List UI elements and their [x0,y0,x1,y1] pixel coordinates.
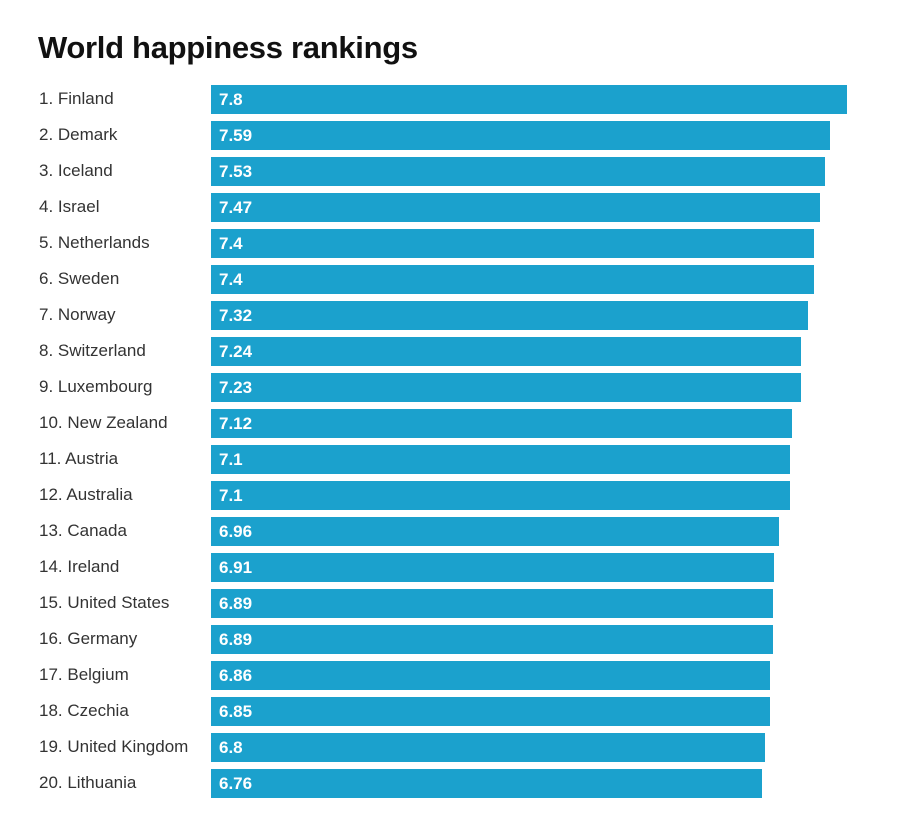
bar: 7.12 [211,409,792,438]
bar: 6.89 [211,625,773,654]
bar: 7.53 [211,157,825,186]
data-label: 6.89 [219,630,253,649]
data-label: 7.4 [219,234,243,253]
category-label: 13. Canada [39,521,127,540]
category-label: 12. Australia [39,485,133,504]
bar: 6.86 [211,661,771,690]
bar-row: 6. Sweden 7.4 [0,265,914,294]
category-label: 8. Switzerland [39,341,146,360]
category-label: 20. Lithuania [39,773,137,792]
category-label: 7. Norway [39,305,116,324]
bar-row: 19. United Kingdom 6.8 [0,733,914,762]
category-label: 15. United States [39,593,170,612]
bar-row: 12. Australia 7.1 [0,481,914,510]
bar-row: 10. New Zealand 7.12 [0,409,914,438]
bar: 7.1 [211,445,790,474]
bar-row: 8. Switzerland 7.24 [0,337,914,366]
category-label: 3. Iceland [39,161,113,180]
bar-row: 1. Finland 7.8 [0,85,914,114]
data-label: 7.4 [219,270,243,289]
category-label: 6. Sweden [39,269,120,288]
bar-row: 5. Netherlands 7.4 [0,229,914,258]
category-label: 14. Ireland [39,557,120,576]
category-label: 2. Demark [39,125,118,144]
bar: 7.23 [211,373,801,402]
category-label: 10. New Zealand [39,413,168,432]
bar-row: 20. Lithuania 6.76 [0,769,914,798]
bar-row: 9. Luxembourg 7.23 [0,373,914,402]
data-label: 7.23 [219,378,253,397]
data-label: 6.76 [219,774,253,793]
category-label: 16. Germany [39,629,138,648]
bar: 7.24 [211,337,802,366]
data-label: 6.8 [219,738,243,757]
bar: 6.8 [211,733,766,762]
bar: 7.4 [211,229,815,258]
category-label: 4. Israel [39,197,100,216]
bar: 7.4 [211,265,815,294]
bar: 6.89 [211,589,773,618]
bar: 7.1 [211,481,790,510]
category-label: 9. Luxembourg [39,377,153,396]
data-label: 7.1 [219,450,243,469]
category-label: 5. Netherlands [39,233,150,252]
data-label: 7.24 [219,342,253,361]
category-label: 17. Belgium [39,665,129,684]
bar-row: 13. Canada 6.96 [0,517,914,546]
bar-row: 2. Demark 7.59 [0,121,914,150]
bar-row: 15. United States 6.89 [0,589,914,618]
bar: 6.96 [211,517,779,546]
data-label: 7.8 [219,90,243,109]
bar: 7.59 [211,121,830,150]
data-label: 7.59 [219,126,253,145]
bar: 7.8 [211,85,847,114]
data-label: 6.85 [219,702,253,721]
category-label: 11. Austria [39,449,119,468]
data-label: 6.89 [219,594,253,613]
bar-row: 14. Ireland 6.91 [0,553,914,582]
bar: 6.76 [211,769,763,798]
category-label: 1. Finland [39,89,114,108]
bar: 7.47 [211,193,821,222]
data-label: 6.86 [219,666,253,685]
data-label: 7.47 [219,198,253,217]
data-label: 6.96 [219,522,253,541]
data-label: 7.1 [219,486,243,505]
bar-row: 16. Germany 6.89 [0,625,914,654]
category-label: 19. United Kingdom [39,737,189,756]
bar-row: 11. Austria 7.1 [0,445,914,474]
data-label: 7.53 [219,162,253,181]
bar-row: 4. Israel 7.47 [0,193,914,222]
bar-row: 3. Iceland 7.53 [0,157,914,186]
chart-title: World happiness rankings [38,30,418,65]
bar: 7.32 [211,301,808,330]
data-label: 7.12 [219,414,253,433]
category-label: 18. Czechia [39,701,129,720]
bar-row: 18. Czechia 6.85 [0,697,914,726]
bar-row: 7. Norway 7.32 [0,301,914,330]
data-label: 6.91 [219,558,253,577]
data-label: 7.32 [219,306,253,325]
bar-row: 17. Belgium 6.86 [0,661,914,690]
bar: 6.91 [211,553,775,582]
bar: 6.85 [211,697,770,726]
